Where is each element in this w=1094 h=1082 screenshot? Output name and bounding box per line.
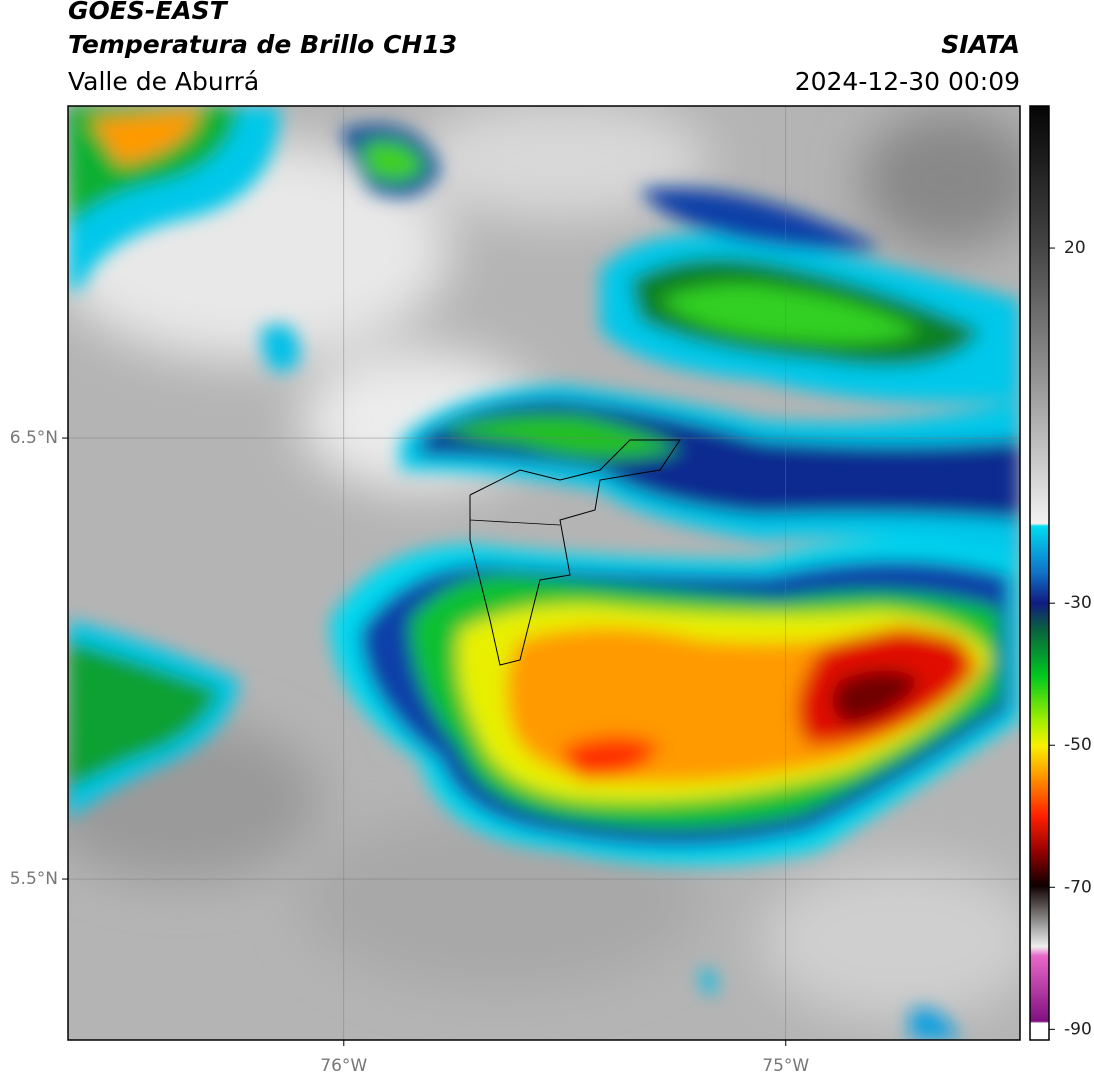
y-tick-label: 5.5°N — [10, 869, 58, 889]
title: GOES-EAST — [68, 0, 229, 25]
subtitle: Temperatura de Brillo CH13 — [68, 30, 457, 59]
y-tick-label: 6.5°N — [10, 428, 58, 448]
colorbar — [1029, 105, 1050, 1041]
colorbar-tick-label: -70 — [1064, 877, 1092, 897]
satellite-image — [68, 106, 1020, 1040]
municipal-boundaries — [469, 439, 681, 666]
x-tick-label: 76°W — [320, 1056, 367, 1076]
map-frame — [67, 105, 1021, 1041]
region: Valle de Aburrá — [68, 67, 259, 96]
datetime: 2024-12-30 00:09 — [795, 67, 1020, 96]
colorbar-tick-label: 20 — [1064, 238, 1086, 258]
colorbar-tick-label: -90 — [1064, 1019, 1092, 1039]
colorbar-tick-label: -50 — [1064, 735, 1092, 755]
colorbar-tick-label: -30 — [1064, 593, 1092, 613]
x-tick-label: 75°W — [762, 1056, 809, 1076]
graticule — [68, 106, 1020, 1040]
source: SIATA — [941, 30, 1020, 59]
